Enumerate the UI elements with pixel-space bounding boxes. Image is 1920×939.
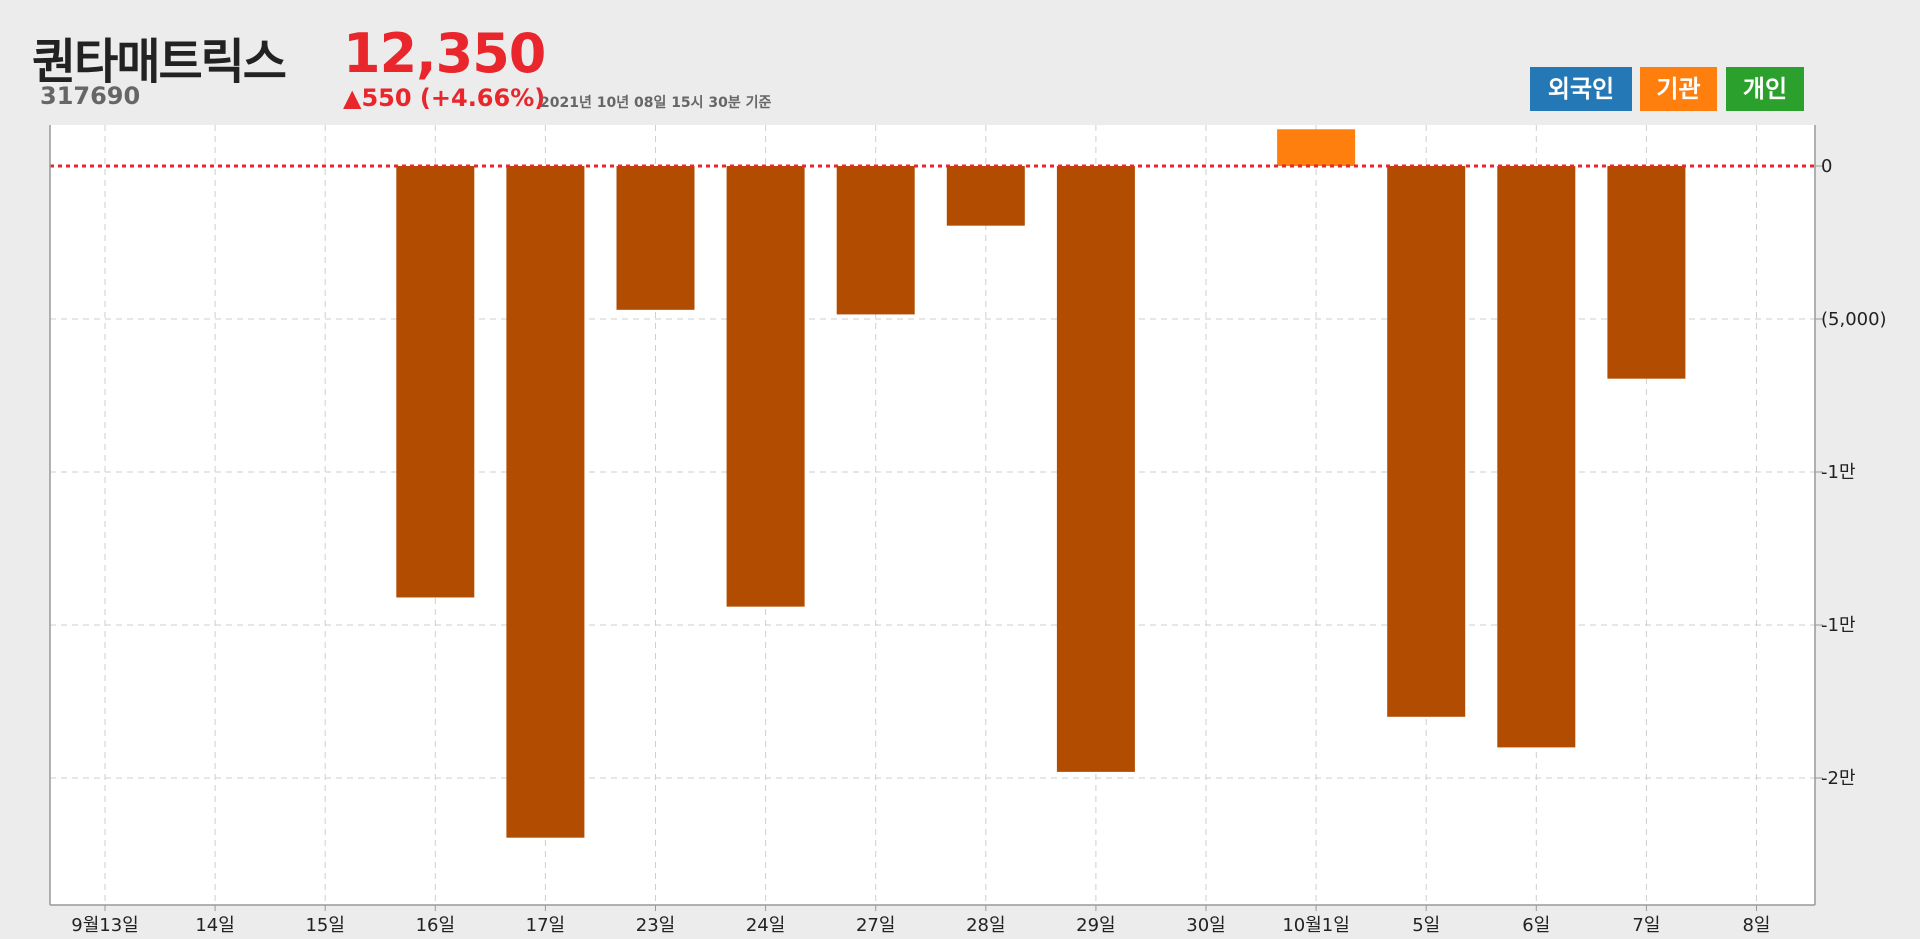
as-of-timestamp: 2021년 10년 08일 15시 30분 기준 <box>540 95 772 111</box>
x-tick-label: 27일 <box>856 915 895 936</box>
x-tick-label: 6일 <box>1522 915 1550 936</box>
bar-12 <box>1387 166 1466 717</box>
x-tick-label: 14일 <box>195 915 234 936</box>
x-tick-label: 23일 <box>636 915 675 936</box>
bar-9 <box>1056 166 1135 772</box>
x-tick-label: 29일 <box>1076 915 1115 936</box>
x-tick-label: 5일 <box>1412 915 1440 936</box>
bar-5 <box>616 166 695 310</box>
x-tick-label: 15일 <box>305 915 344 936</box>
bar-8 <box>946 166 1025 226</box>
header: 퀀타매트릭스 317690 12,350 ▲550 (+4.66%) 2021년… <box>0 0 1920 120</box>
x-tick-label: 8일 <box>1742 915 1770 936</box>
stock-code: 317690 <box>40 82 141 110</box>
bar-4 <box>506 166 585 838</box>
tab-institution[interactable]: 기관 <box>1640 67 1717 111</box>
x-tick-label: 17일 <box>526 915 565 936</box>
x-tick-label: 28일 <box>966 915 1005 936</box>
bar-13 <box>1497 166 1576 748</box>
y-tick-label: 0 <box>1821 156 1832 177</box>
y-tick-label: -1만 <box>1821 615 1856 636</box>
y-tick-label: (5,000) <box>1821 309 1887 330</box>
x-tick-label: 24일 <box>746 915 785 936</box>
bar-14 <box>1607 166 1686 379</box>
y-tick-label: -2만 <box>1821 768 1856 789</box>
bar-3 <box>396 166 475 598</box>
bar-6 <box>726 166 805 607</box>
y-tick-label: -1만 <box>1821 462 1856 483</box>
x-tick-label: 7일 <box>1632 915 1660 936</box>
stock-name: 퀀타매트릭스 <box>32 34 287 90</box>
tab-individual[interactable]: 개인 <box>1726 67 1804 111</box>
current-price: 12,350 <box>343 22 546 85</box>
price-change: ▲550 (+4.66%) <box>343 84 546 112</box>
bar-7 <box>836 166 915 315</box>
x-tick-label: 10월1일 <box>1282 915 1349 936</box>
x-tick-label: 30일 <box>1186 915 1225 936</box>
x-tick-label: 9월13일 <box>71 915 138 936</box>
bar-11 <box>1277 129 1356 166</box>
x-tick-label: 16일 <box>416 915 455 936</box>
tab-foreign[interactable]: 외국인 <box>1530 67 1632 111</box>
